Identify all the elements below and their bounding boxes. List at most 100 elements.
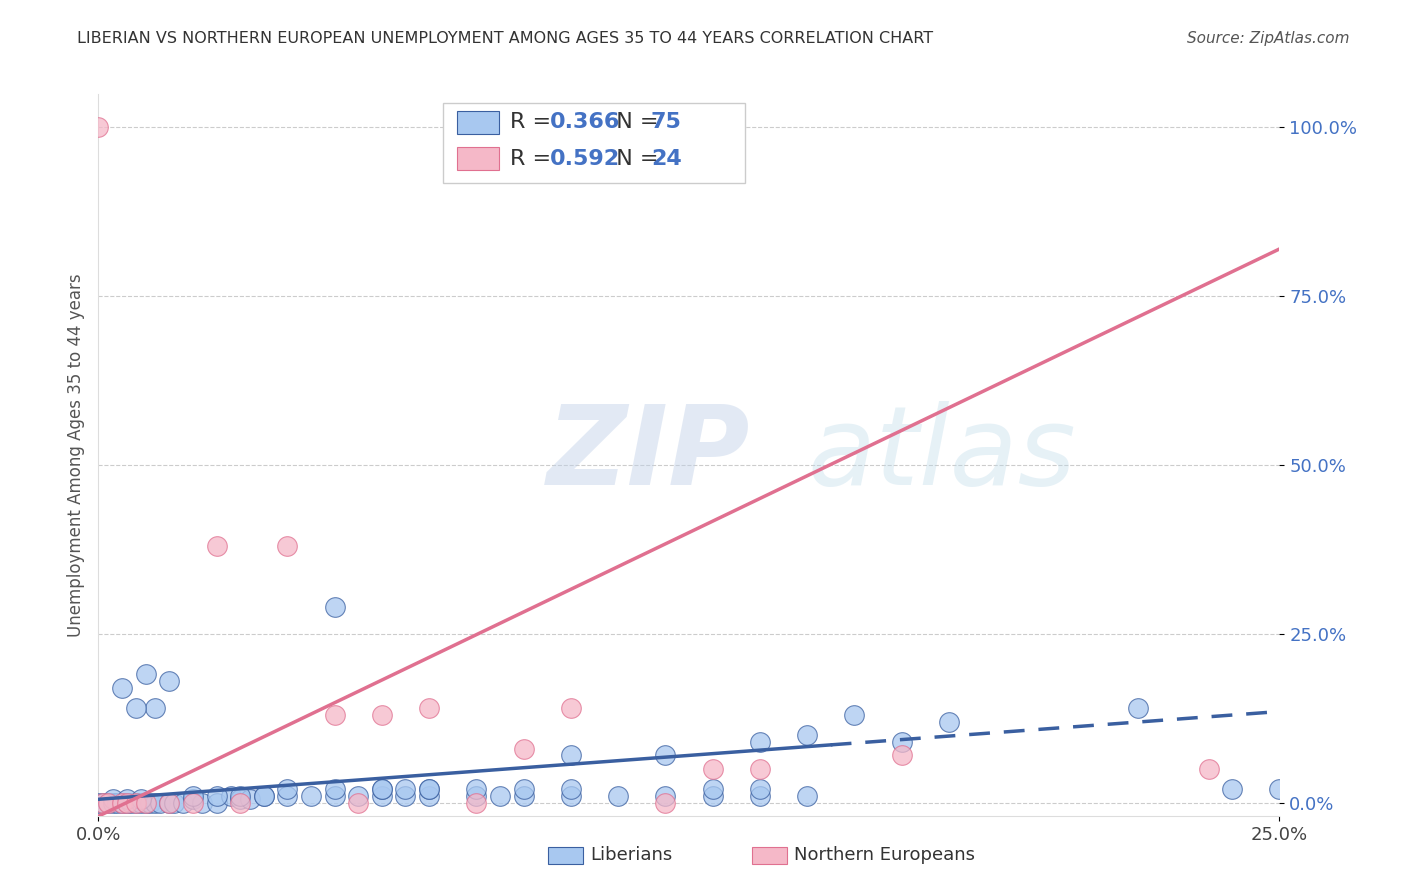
Point bbox=[205, 539, 228, 553]
Point bbox=[125, 701, 148, 715]
Point bbox=[276, 789, 298, 803]
Point bbox=[121, 796, 143, 810]
Text: Northern Europeans: Northern Europeans bbox=[794, 846, 976, 863]
Point bbox=[323, 707, 346, 722]
Point bbox=[465, 796, 488, 810]
Text: ZIP: ZIP bbox=[547, 401, 751, 508]
Point bbox=[191, 796, 214, 810]
Point bbox=[465, 782, 488, 797]
Point bbox=[654, 789, 676, 803]
Point bbox=[748, 735, 770, 749]
Point bbox=[371, 707, 394, 722]
Point bbox=[143, 796, 166, 810]
Point bbox=[1220, 782, 1243, 797]
Text: 0.592: 0.592 bbox=[550, 149, 620, 169]
Text: 24: 24 bbox=[651, 149, 682, 169]
Y-axis label: Unemployment Among Ages 35 to 44 years: Unemployment Among Ages 35 to 44 years bbox=[66, 273, 84, 637]
Point bbox=[163, 796, 186, 810]
Point bbox=[890, 735, 912, 749]
Point bbox=[149, 796, 172, 810]
Point bbox=[418, 789, 440, 803]
Point bbox=[157, 796, 180, 810]
Text: R =: R = bbox=[510, 149, 558, 169]
Point bbox=[1198, 762, 1220, 776]
Point bbox=[371, 782, 394, 797]
Text: LIBERIAN VS NORTHERN EUROPEAN UNEMPLOYMENT AMONG AGES 35 TO 44 YEARS CORRELATION: LIBERIAN VS NORTHERN EUROPEAN UNEMPLOYME… bbox=[77, 31, 934, 46]
Text: atlas: atlas bbox=[807, 401, 1076, 508]
Point bbox=[181, 796, 204, 810]
Point bbox=[890, 748, 912, 763]
Point bbox=[323, 599, 346, 614]
Point bbox=[181, 792, 204, 806]
Point bbox=[181, 789, 204, 803]
Point bbox=[796, 728, 818, 742]
Point bbox=[512, 789, 534, 803]
Point bbox=[157, 796, 180, 810]
Point bbox=[418, 782, 440, 797]
Text: Liberians: Liberians bbox=[591, 846, 672, 863]
Point bbox=[512, 782, 534, 797]
Point bbox=[489, 789, 512, 803]
Point bbox=[371, 782, 394, 797]
Point bbox=[702, 782, 724, 797]
Point bbox=[129, 792, 152, 806]
Point bbox=[115, 796, 138, 810]
Point bbox=[219, 789, 242, 803]
Point bbox=[229, 792, 252, 806]
Point bbox=[654, 796, 676, 810]
Point bbox=[87, 796, 110, 810]
Point bbox=[101, 792, 124, 806]
Point bbox=[560, 748, 582, 763]
Point bbox=[97, 796, 120, 810]
Point bbox=[323, 789, 346, 803]
Point bbox=[97, 796, 120, 810]
Point bbox=[157, 674, 180, 689]
Point bbox=[87, 120, 110, 135]
Point bbox=[702, 789, 724, 803]
Point bbox=[111, 681, 134, 695]
Point bbox=[560, 782, 582, 797]
Point bbox=[323, 782, 346, 797]
Point bbox=[115, 792, 138, 806]
Point bbox=[239, 792, 262, 806]
Point bbox=[91, 796, 114, 810]
Point bbox=[205, 796, 228, 810]
Point bbox=[253, 789, 276, 803]
Point bbox=[347, 796, 370, 810]
Point bbox=[748, 782, 770, 797]
Point bbox=[702, 762, 724, 776]
Point bbox=[748, 762, 770, 776]
Text: 75: 75 bbox=[651, 112, 682, 132]
Point bbox=[111, 796, 134, 810]
Point bbox=[135, 796, 157, 810]
Point bbox=[205, 789, 228, 803]
Point bbox=[143, 701, 166, 715]
Point bbox=[229, 789, 252, 803]
Point bbox=[560, 701, 582, 715]
Point bbox=[938, 714, 960, 729]
Text: R =: R = bbox=[510, 112, 558, 132]
Point bbox=[101, 796, 124, 810]
Point bbox=[844, 707, 866, 722]
Point bbox=[276, 539, 298, 553]
Point bbox=[299, 789, 322, 803]
Point bbox=[394, 782, 416, 797]
Point bbox=[139, 796, 162, 810]
Point bbox=[418, 782, 440, 797]
Point bbox=[394, 789, 416, 803]
Point bbox=[512, 741, 534, 756]
Text: 0.366: 0.366 bbox=[550, 112, 620, 132]
Point bbox=[129, 796, 152, 810]
Point bbox=[276, 782, 298, 797]
Point bbox=[172, 796, 194, 810]
Point bbox=[125, 796, 148, 810]
Text: N =: N = bbox=[602, 112, 665, 132]
Point bbox=[105, 796, 128, 810]
Point bbox=[347, 789, 370, 803]
Point bbox=[115, 796, 138, 810]
Point bbox=[111, 796, 134, 810]
Point bbox=[465, 789, 488, 803]
Point bbox=[1126, 701, 1149, 715]
Point bbox=[607, 789, 630, 803]
Point bbox=[253, 789, 276, 803]
